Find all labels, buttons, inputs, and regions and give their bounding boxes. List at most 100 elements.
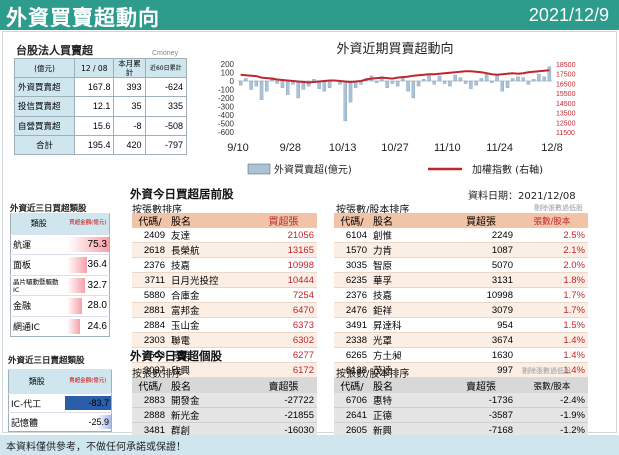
table-row[interactable]: 1570 力肯 1087 2.1% — [334, 242, 588, 258]
table-row[interactable]: 6104 創惟 2249 2.5% — [334, 228, 588, 243]
sector-row[interactable]: 網通IC 24.6 — [10, 315, 110, 337]
legal-day-value: 167.8 — [74, 77, 115, 98]
table-row[interactable]: 2618 長榮航 13165 — [132, 242, 317, 258]
table-row[interactable]: 2883 開發金 -27722 — [132, 393, 317, 408]
stock-amount: 13165 — [250, 242, 317, 258]
col-amount: 買超張 — [446, 213, 516, 228]
stock-name: 欣興 — [168, 362, 250, 378]
legal-day-value: 12.1 — [74, 96, 115, 117]
stock-name: 力肯 — [370, 242, 446, 258]
stock-name: 技嘉 — [168, 257, 250, 273]
col-ratio: 張數/股本 — [516, 378, 588, 393]
sector-amount-value: 32.7 — [87, 279, 107, 291]
table-row[interactable]: 2881 富邦金 6470 — [132, 302, 317, 318]
sector-row[interactable]: IC-代工 -83.7 — [8, 393, 112, 413]
buy-by-volume-table: 代碼/ 股名 買超張 2409 友達 21056 2618 長榮航 13165 2376 技嘉… — [132, 213, 317, 378]
table-row[interactable]: 2641 正德 -3587 -1.9% — [334, 407, 588, 423]
stock-ratio: -1.2% — [516, 422, 588, 438]
index-line — [240, 69, 550, 84]
table-row[interactable]: 2884 玉山金 6373 — [132, 317, 317, 333]
stock-code: 6138 — [334, 362, 370, 378]
left-tick-label: -400 — [218, 111, 235, 120]
table-row[interactable]: 2303 聯電 6302 — [132, 332, 317, 348]
stock-ratio: 1.7% — [516, 302, 588, 318]
table-header: 代碼/ 股名 賣超張 張數/股本 — [334, 378, 588, 393]
right-tick-label: 12500 — [556, 120, 576, 127]
x-tick-label: 9/28 — [280, 142, 301, 154]
stock-name: 玉山金 — [168, 317, 250, 333]
col-code: 代碼/ — [334, 378, 370, 393]
stock-ratio: 1.4% — [516, 362, 588, 378]
flow-bar — [265, 80, 269, 92]
sector-row[interactable]: 航運 75.3 — [10, 233, 110, 255]
header-bar: 外資買賣超動向 2021/12/9 — [0, 0, 619, 30]
sector-row[interactable]: 晶片驅動暨驅動IC 32.7 — [10, 274, 110, 296]
right-tick-label: 18500 — [556, 62, 576, 69]
stock-amount: 10998 — [446, 287, 516, 303]
table-row[interactable]: 3491 昇達科 954 1.5% — [334, 317, 588, 333]
stock-code: 6265 — [334, 347, 370, 363]
table-row[interactable]: 2476 鉅祥 3079 1.7% — [334, 302, 588, 318]
sector-row[interactable]: 金融 28.0 — [10, 295, 110, 316]
col-code: 代碼/ — [132, 213, 168, 228]
stock-name: 正德 — [370, 407, 446, 423]
sector-row[interactable]: 面板 36.4 — [10, 254, 110, 275]
stock-code: 2883 — [132, 393, 168, 408]
data-date-label: 資料日期：2021/12/08 — [468, 191, 576, 202]
table-row[interactable]: 6138 茂達 997 1.4% — [334, 362, 588, 378]
left-tick-label: 100 — [221, 69, 235, 78]
x-tick-label: 10/13 — [329, 142, 357, 154]
col-name: 股名 — [370, 378, 446, 393]
table-row[interactable]: 2376 技嘉 10998 1.7% — [334, 287, 588, 303]
sector-amount-header: 賣超金額(億元) — [64, 369, 112, 394]
legal-row-label: 合計 — [13, 134, 76, 155]
table-row[interactable]: 2888 新光金 -21855 — [132, 407, 317, 423]
table-row[interactable]: 2376 技嘉 10998 — [132, 257, 317, 273]
stock-amount: -16030 — [250, 422, 317, 438]
right-tick-label: 15500 — [556, 91, 576, 98]
col-amount: 賣超張 — [446, 378, 516, 393]
flow-bar — [275, 80, 279, 84]
flow-bar — [469, 80, 473, 89]
flow-bar — [312, 79, 316, 82]
table-row[interactable]: 3481 群創 -16030 — [132, 422, 317, 438]
sector-name: 航運 — [10, 233, 67, 255]
table-row[interactable]: 2605 新興 -7168 -1.2% — [334, 422, 588, 438]
table-row[interactable]: 2338 光罩 3674 1.4% — [334, 332, 588, 348]
stock-name: 友達 — [168, 228, 250, 243]
table-row[interactable]: 3035 智原 5070 2.0% — [334, 257, 588, 273]
sector-amount-bar — [66, 318, 81, 334]
x-tick-label: 12/8 — [541, 142, 562, 154]
stock-amount: 954 — [446, 317, 516, 333]
legal-unit-header: (億元) — [13, 57, 76, 79]
table-row[interactable]: 6235 華孚 3131 1.8% — [334, 272, 588, 288]
legend-line-label: 加權指數 (右軸) — [472, 163, 543, 176]
right-tick-label: 13500 — [556, 111, 576, 118]
stock-code: 3491 — [334, 317, 370, 333]
sector-name: 記憶體 — [8, 412, 65, 432]
stock-amount: 3079 — [446, 302, 516, 318]
table-row[interactable]: 3037 欣興 6172 — [132, 362, 317, 378]
stock-name: 智原 — [370, 257, 446, 273]
chart-title: 外資近期買賣超動向 — [336, 41, 453, 57]
stock-code: 2409 — [132, 228, 168, 243]
table-row[interactable]: 6706 惠特 -1736 -2.4% — [334, 393, 588, 408]
table-row[interactable]: 5880 合庫金 7254 — [132, 287, 317, 303]
stock-ratio: -2.4% — [516, 393, 588, 408]
flow-bar — [547, 66, 552, 82]
table-row[interactable]: 6265 方土昶 1630 1.4% — [334, 347, 588, 363]
stock-amount: 6470 — [250, 302, 317, 318]
table-row[interactable]: 2603 長榮 6277 — [132, 347, 317, 363]
table-row[interactable]: 3711 日月光投控 10444 — [132, 272, 317, 288]
flow-bar — [516, 76, 520, 82]
flow-bar — [542, 76, 546, 82]
flow-bar — [244, 78, 248, 82]
table-row[interactable]: 2409 友達 21056 — [132, 228, 317, 243]
sector-row[interactable]: 記憶體 -25.9 — [8, 412, 112, 432]
sector-name: 面板 — [10, 254, 67, 275]
stock-amount: 997 — [446, 362, 516, 378]
stock-ratio: 1.4% — [516, 347, 588, 363]
stock-name: 新興 — [370, 422, 446, 438]
legal-60day-value: 335 — [144, 96, 188, 117]
flow-bar — [453, 74, 457, 82]
